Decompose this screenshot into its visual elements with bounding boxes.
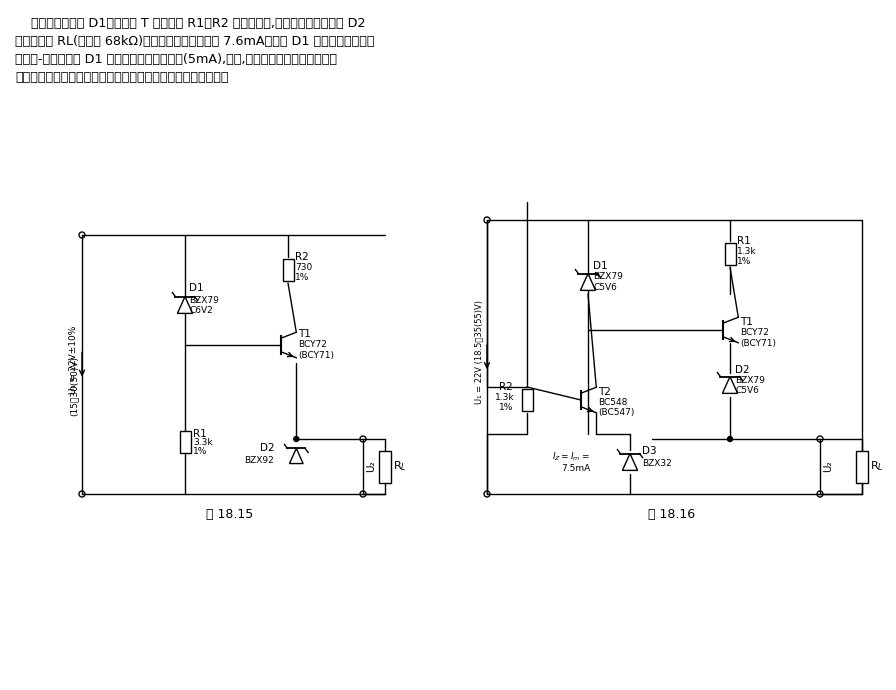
Text: U₁ = 22V±10%: U₁ = 22V±10% [70, 325, 79, 394]
Text: 该电路由稳压管 D1、晶体管 T 以及电阻 R1、R2 构成恒流源,可供给由基准二极管 D2: 该电路由稳压管 D1、晶体管 T 以及电阻 R1、R2 构成恒流源,可供给由基准… [15, 17, 366, 30]
Text: C6V2: C6V2 [189, 306, 212, 315]
Text: T1: T1 [740, 317, 754, 327]
Text: R$_L$: R$_L$ [393, 460, 407, 473]
Text: R2: R2 [499, 382, 513, 392]
Text: BCY72: BCY72 [740, 328, 769, 337]
Text: $I_Z = I_m =$
7.5mA: $I_Z = I_m =$ 7.5mA [552, 451, 590, 473]
Text: 1%: 1% [737, 257, 752, 266]
Text: 1%: 1% [499, 403, 513, 412]
Bar [725, 243, 736, 265]
Text: 管的基-射极电流而 D1 中的电流又设计得很大(5mA),因此,由于晶体管数据分散性和输: 管的基-射极电流而 D1 中的电流又设计得很大(5mA),因此,由于晶体管数据分… [15, 53, 337, 66]
Text: R1: R1 [193, 429, 207, 439]
Text: BC548: BC548 [599, 398, 628, 407]
Text: U₂: U₂ [366, 461, 376, 473]
Text: 入电流波动引起的射极电流和基准二极管电流的变化也就很小。: 入电流波动引起的射极电流和基准二极管电流的变化也就很小。 [15, 71, 228, 84]
Text: BZX79: BZX79 [189, 296, 219, 305]
Bar [521, 389, 532, 411]
Text: U₂: U₂ [823, 461, 833, 473]
Polygon shape [177, 297, 193, 313]
Text: 1.3k: 1.3k [737, 247, 756, 256]
Text: U₁ = 22V (18.5～35(55)V): U₁ = 22V (18.5～35(55)V) [475, 300, 484, 404]
Text: BZX92: BZX92 [245, 456, 274, 465]
Text: 3.3k: 3.3k [193, 438, 212, 447]
Text: R$_L$: R$_L$ [870, 460, 883, 473]
Text: (BCY71): (BCY71) [298, 351, 334, 360]
Text: D2: D2 [260, 443, 274, 453]
Text: 1.3k: 1.3k [495, 393, 514, 402]
Text: (15～30(50)V): (15～30(50)V) [70, 357, 79, 417]
Text: C5V6: C5V6 [593, 283, 616, 292]
Polygon shape [623, 453, 638, 471]
Polygon shape [722, 377, 737, 393]
Text: D3: D3 [642, 446, 657, 456]
Bar [282, 259, 294, 281]
Text: 1%: 1% [193, 447, 207, 456]
Circle shape [728, 437, 733, 442]
Bar [179, 431, 191, 453]
Text: D2: D2 [735, 365, 750, 375]
Text: BZX32: BZX32 [642, 459, 672, 468]
Text: D1: D1 [593, 261, 607, 271]
Bar [379, 451, 391, 482]
Text: BZX79: BZX79 [735, 376, 765, 385]
Bar [856, 451, 868, 482]
Text: BCY72: BCY72 [298, 340, 327, 349]
Text: R2: R2 [295, 252, 309, 262]
Text: D1: D1 [189, 283, 203, 293]
Text: R1: R1 [737, 236, 751, 246]
Text: 图 18.16: 图 18.16 [649, 508, 695, 521]
Text: 和负载电阻 RL(这里为 68kΩ)构成的并联电路电流约 7.6mA。由于 D1 上电流远大于晶体: 和负载电阻 RL(这里为 68kΩ)构成的并联电路电流约 7.6mA。由于 D1… [15, 35, 375, 48]
Circle shape [294, 437, 298, 442]
Text: 图 18.15: 图 18.15 [206, 508, 254, 521]
Polygon shape [289, 448, 303, 464]
Text: 730: 730 [295, 263, 312, 272]
Text: T2: T2 [599, 387, 611, 397]
Text: C5V6: C5V6 [735, 386, 759, 395]
Text: 1%: 1% [295, 273, 309, 282]
Text: BZX79: BZX79 [593, 272, 623, 281]
Text: (BCY71): (BCY71) [740, 339, 776, 348]
Text: (BC547): (BC547) [599, 408, 634, 417]
Polygon shape [581, 274, 596, 290]
Text: T1: T1 [298, 329, 311, 339]
